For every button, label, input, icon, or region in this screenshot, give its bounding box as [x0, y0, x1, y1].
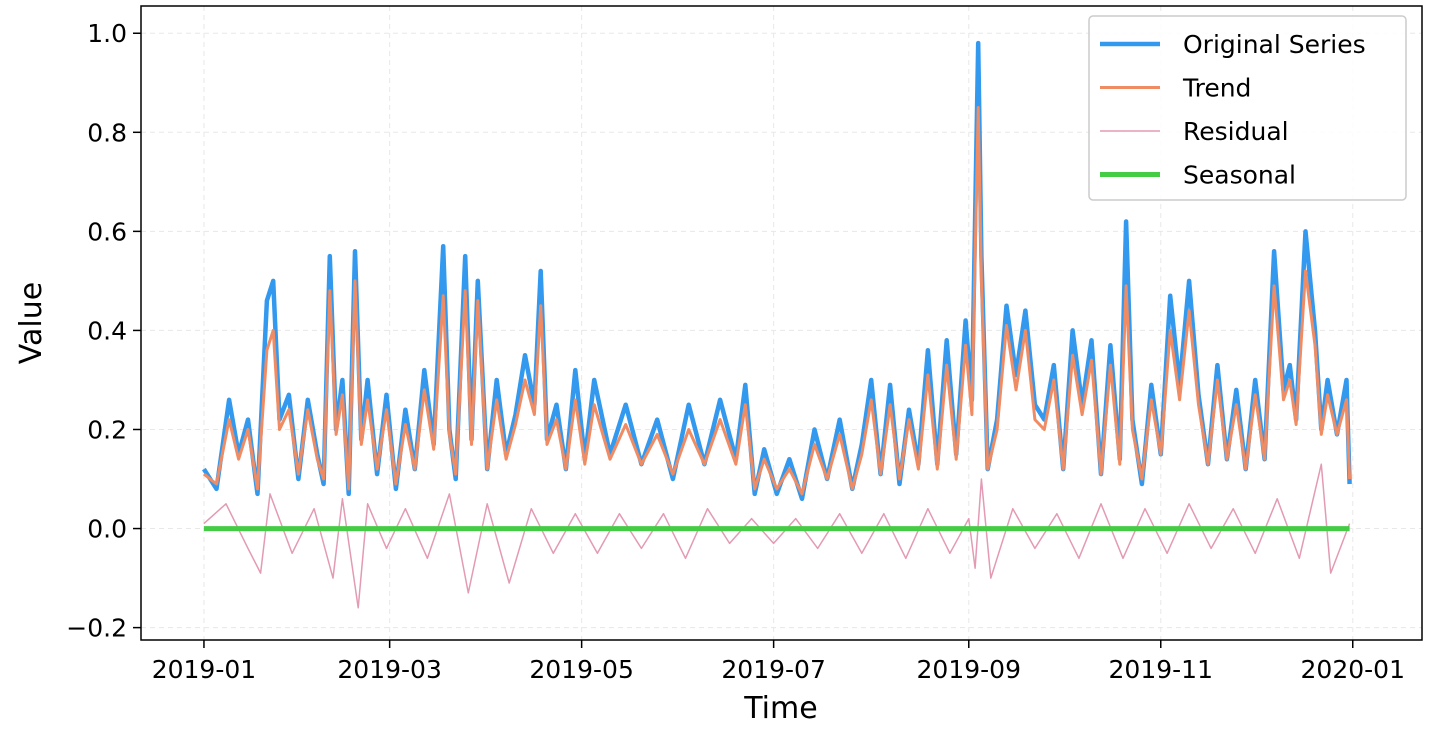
x-tick-label: 2019-01 [152, 655, 256, 684]
plot-frame [140, 5, 1423, 641]
legend-label-trend: Trend [1182, 74, 1251, 103]
x-tick-label: 2019-07 [721, 655, 825, 684]
legend-label-residual: Residual [1183, 117, 1289, 146]
y-tick-label: 0.8 [87, 118, 127, 147]
x-axis-title: Time [743, 691, 817, 726]
legend-label-seasonal: Seasonal [1183, 161, 1296, 190]
x-tick-label: 2019-11 [1109, 655, 1213, 684]
y-tick-label: 0.6 [87, 217, 127, 246]
x-tick-label: 2019-09 [917, 655, 1021, 684]
series-lines [202, 40, 1352, 609]
x-axis: 2019-01 2019-03 2019-05 2019-07 2019-09 2019-… [152, 640, 1405, 684]
series-line-original-series [202, 40, 1352, 502]
y-tick-label: 0.4 [87, 316, 127, 345]
x-tick-label: 2020-01 [1301, 655, 1405, 684]
legend-box [1088, 15, 1407, 201]
x-tick-label: 2019-03 [337, 655, 441, 684]
y-axis: −0.2 0.0 0.2 0.4 0.6 0.8 1.0 [66, 19, 141, 643]
x-tick-label: 2019-05 [529, 655, 633, 684]
y-tick-label: −0.2 [66, 614, 127, 643]
legend: Original Series Trend Residual Seasonal [1088, 15, 1407, 201]
y-tick-label: 0.0 [87, 515, 127, 544]
series-line-trend [202, 106, 1352, 496]
y-tick-label: 0.2 [87, 415, 127, 444]
y-tick-label: 1.0 [87, 19, 127, 48]
series-line-residual [203, 463, 1351, 609]
y-axis-title: Value [14, 282, 49, 364]
legend-label-original-series: Original Series [1183, 30, 1366, 59]
